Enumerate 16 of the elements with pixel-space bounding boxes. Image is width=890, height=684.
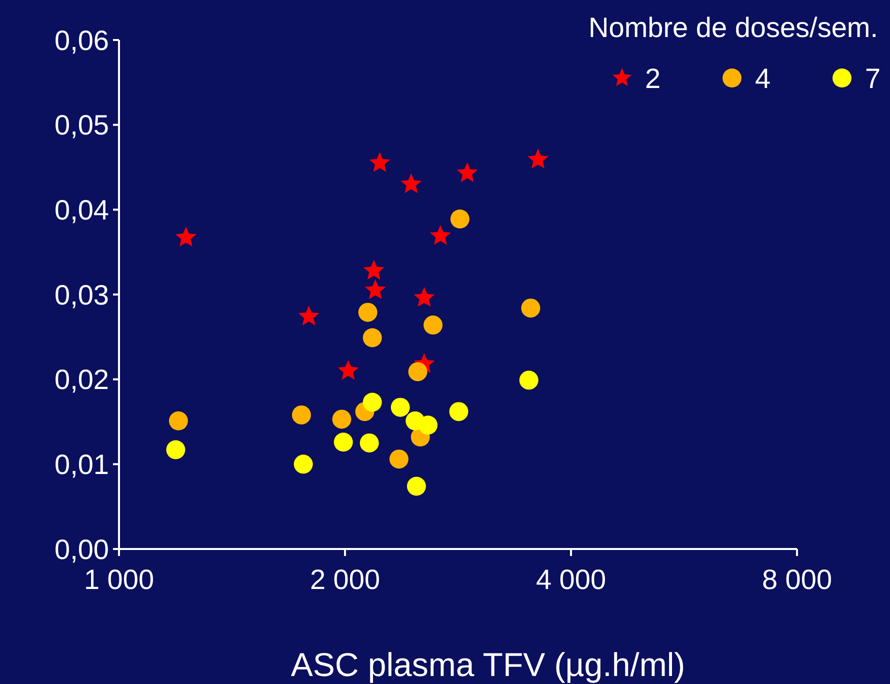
x-tick-label: 1 000	[84, 564, 154, 595]
legend-label: 4	[755, 62, 771, 94]
legend-title: Nombre de doses/sem.	[588, 12, 878, 43]
legend-label: 2	[645, 62, 661, 94]
x-tick-label: 2 000	[310, 564, 380, 595]
y-tick-label: 0,05	[54, 110, 109, 141]
y-tick-label: 0,03	[54, 279, 109, 310]
x-tick-label: 4 000	[536, 564, 606, 595]
y-tick-label: 0,06	[54, 24, 109, 56]
y-tick-label: 0,04	[54, 194, 109, 226]
y-tick-label: 0,01	[54, 448, 109, 480]
x-axis-title: ASC plasma TFV (µg.h/ml)	[290, 646, 686, 683]
legend-label: 7	[865, 62, 881, 94]
y-tick-label: 0,02	[54, 364, 109, 396]
y-tick-label: 0,00	[54, 534, 109, 565]
x-tick-label: 8 000	[762, 564, 832, 595]
